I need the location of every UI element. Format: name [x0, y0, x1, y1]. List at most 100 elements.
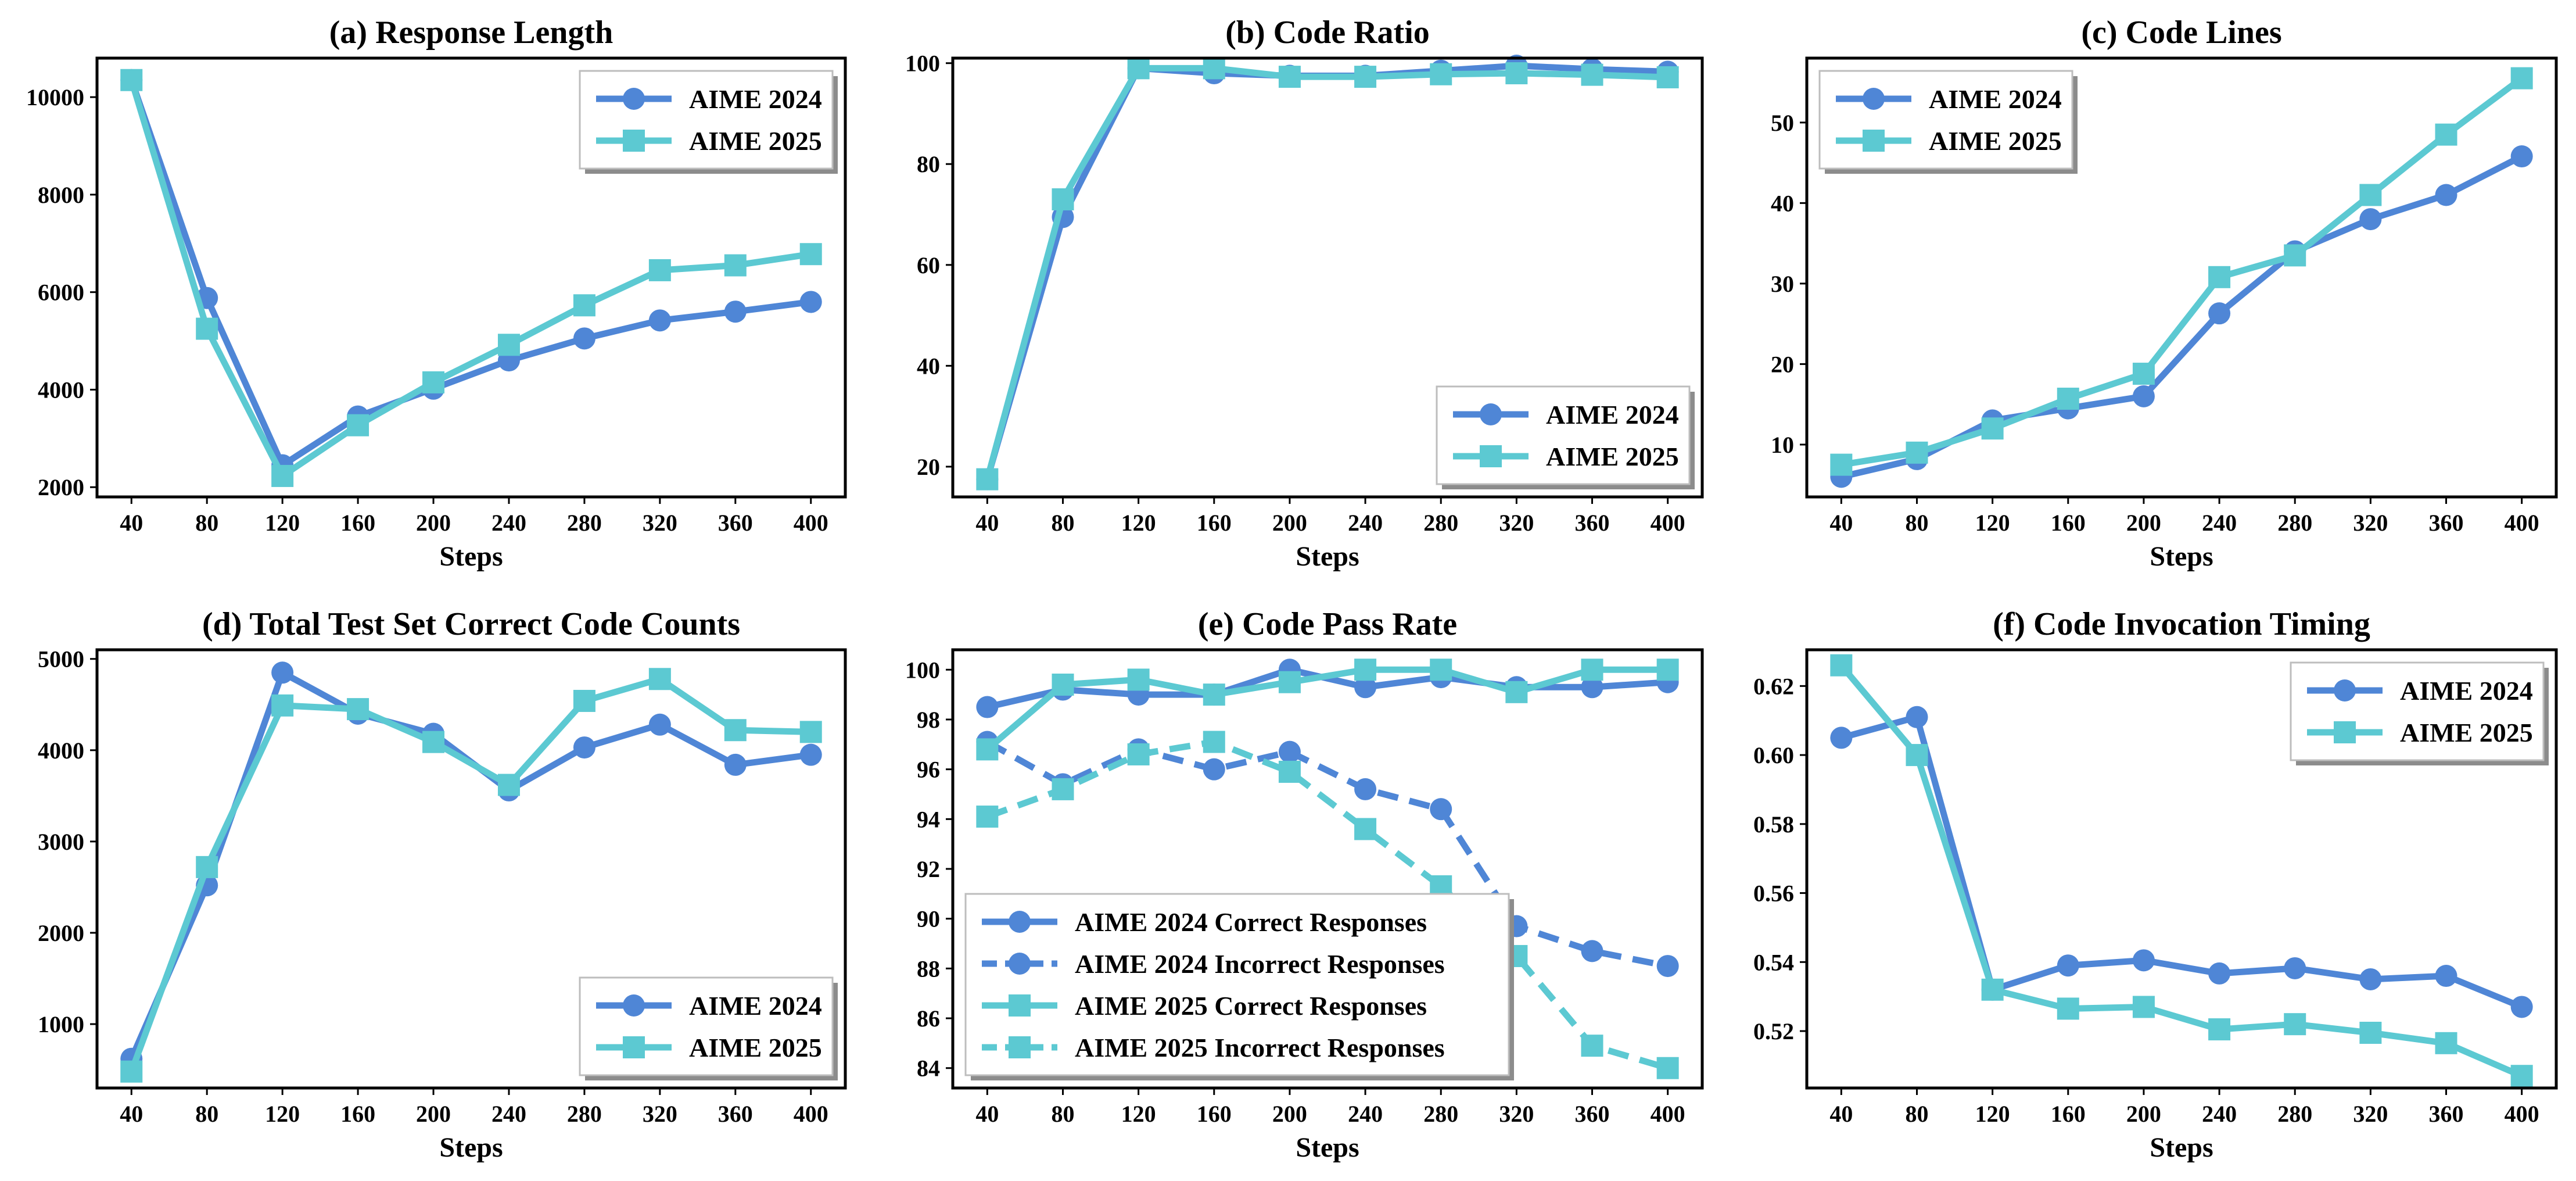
- chart-2-xtick-label: 120: [1121, 510, 1156, 536]
- chart-6-ytick-label: 0.58: [1753, 811, 1794, 838]
- chart-5-series-3-point: [1430, 659, 1452, 681]
- chart-6-xtick-label: 320: [2353, 1101, 2388, 1127]
- chart-3-ytick-label: 40: [1771, 190, 1794, 216]
- chart-1-series-1-point: [799, 291, 822, 313]
- chart-5-series-3-point: [1203, 683, 1225, 706]
- chart-2-title: (b) Code Ratio: [1225, 15, 1430, 51]
- chart-4-legend: AIME 2024 AIME 2025: [579, 976, 838, 1080]
- chart-3-xtick-label: 40: [1829, 510, 1853, 536]
- chart-4-xtick-label: 240: [491, 1101, 526, 1127]
- chart-3-series-2-point: [2435, 123, 2457, 146]
- chart-1-legend-label-2: AIME 2025: [689, 126, 822, 156]
- chart-3: (c) Code Lines 40 80 120 160 200 240 280 320 360 4…: [1771, 15, 2558, 572]
- chart-4-ytick-label: 1000: [38, 1011, 84, 1037]
- chart-6-series-2-point: [2132, 996, 2155, 1018]
- chart-5-series-3-line: [985, 666, 1668, 752]
- chart-6-xtick-label: 160: [2051, 1101, 2086, 1127]
- chart-2-series-2-point: [976, 468, 999, 491]
- chart-5-series-3-point: [1656, 659, 1679, 681]
- chart-3-series-2-line: [1840, 76, 2524, 468]
- chart-5-series-4-point: [1278, 760, 1301, 783]
- chart-4-xtick-label: 280: [567, 1101, 602, 1127]
- chart-4-series-2-point: [347, 698, 369, 721]
- chart-4-legend-label-1: AIME 2024: [689, 991, 822, 1021]
- chart-1-xtick-label: 120: [265, 510, 300, 536]
- chart-6-series-2-point: [2057, 997, 2079, 1020]
- chart-5-ytick-label: 98: [917, 707, 940, 733]
- chart-6-series-1-point: [2208, 962, 2231, 985]
- chart-5-series-4-point: [1127, 743, 1150, 765]
- chart-6-series-1-point: [2132, 949, 2155, 972]
- chart-6-xtick-label: 120: [1975, 1101, 2010, 1127]
- chart-3-series-2-point: [2132, 363, 2155, 385]
- chart-5-xtick-label: 160: [1197, 1101, 1232, 1127]
- chart-5-xtick-label: 40: [975, 1101, 999, 1127]
- chart-4-ytick-label: 5000: [38, 646, 84, 672]
- chart-6-legend: AIME 2024 AIME 2025: [2290, 661, 2549, 765]
- chart-5-xtick-label: 280: [1423, 1101, 1458, 1127]
- chart-1-xtick-label: 240: [491, 510, 526, 536]
- chart-2-xlabel: Steps: [1296, 541, 1359, 572]
- chart-6-series-2-point: [2435, 1032, 2457, 1054]
- chart-1-series-2-point: [120, 69, 143, 91]
- chart-3-series-2-point: [1981, 417, 2004, 440]
- chart-5-xtick-label: 200: [1272, 1101, 1307, 1127]
- chart-1-series-1-point: [573, 327, 595, 350]
- chart-5: (e) Code Pass Rate 40 80 120 160 200 240 280 320…: [905, 606, 1704, 1163]
- chart-3-ytick-label: 10: [1771, 432, 1794, 458]
- chart-1-legend: AIME 2024 AIME 2025: [579, 70, 838, 174]
- chart-4-series-2-point: [648, 668, 671, 690]
- chart-1-xtick-label: 280: [567, 510, 602, 536]
- chart-3-series-2-point: [1906, 441, 1928, 464]
- chart-3-xtick-label: 160: [2051, 510, 2086, 536]
- chart-5-legend-label-4: AIME 2025 Incorrect Responses: [1075, 1033, 1445, 1062]
- chart-3-ytick-label: 20: [1771, 351, 1794, 377]
- chart-2-xtick-label: 200: [1272, 510, 1307, 536]
- chart-6-series-2-point: [2284, 1013, 2306, 1036]
- chart-5-series-4: [976, 731, 1679, 1079]
- chart-2-xtick-label: 400: [1651, 510, 1685, 536]
- chart-1-series-2-point: [347, 414, 369, 436]
- chart-1-series-1-line: [128, 78, 812, 468]
- chart-3-xlabel: Steps: [2150, 541, 2213, 572]
- chart-2-ytick-label: 60: [917, 252, 940, 278]
- chart-4: (d) Total Test Set Correct Code Counts 40…: [38, 606, 847, 1163]
- chart-3-legend-label-2: AIME 2025: [1929, 126, 2062, 156]
- chart-2-ytick-label: 80: [917, 151, 940, 177]
- chart-3-series-1-point: [2510, 145, 2533, 168]
- chart-6-series-1-point: [2057, 954, 2079, 977]
- chart-6-series-2-point: [1981, 978, 2004, 1001]
- chart-3-series-1-point: [2132, 385, 2155, 407]
- chart-5-series-2-line: [985, 739, 1669, 969]
- chart-1-series-2-point: [271, 464, 294, 487]
- chart-1-series-1-point: [648, 309, 671, 332]
- chart-5-series-4-point: [1354, 818, 1377, 840]
- chart-4-title: (d) Total Test Set Correct Code Counts: [202, 606, 740, 642]
- chart-6-title: (f) Code Invocation Timing: [1993, 606, 2370, 642]
- chart-6-xtick-label: 280: [2277, 1101, 2312, 1127]
- chart-3-series-1-point: [2435, 184, 2457, 206]
- chart-5-series-4-point: [1656, 1057, 1679, 1079]
- chart-3-series-2-point: [2208, 266, 2231, 288]
- chart-6-series-1-point: [2284, 957, 2306, 979]
- chart-5-ytick-label: 96: [917, 757, 940, 783]
- chart-6-series-1-point: [2510, 996, 2533, 1018]
- chart-5-legend-marker-3: [1009, 994, 1031, 1017]
- chart-6-series-2-point: [1906, 744, 1928, 767]
- chart-5-ytick-label: 92: [917, 856, 940, 882]
- chart-3-series-2-point: [2057, 387, 2079, 410]
- chart-5-series-1-point: [976, 696, 999, 718]
- chart-3-title: (c) Code Lines: [2081, 15, 2281, 51]
- chart-3-ytick-label: 30: [1771, 271, 1794, 297]
- chart-5-series-3-point: [1581, 659, 1603, 681]
- chart-1-ytick-label: 8000: [38, 182, 84, 208]
- chart-6-legend-marker-2: [2334, 721, 2356, 743]
- chart-6-series-2-point: [2359, 1022, 2382, 1044]
- chart-6-xtick-label: 200: [2126, 1101, 2161, 1127]
- chart-5-series-3: [976, 659, 1679, 761]
- chart-1-frame: [95, 56, 847, 499]
- chart-6-xtick-label: 40: [1829, 1101, 1853, 1127]
- chart-6-xtick-label: 400: [2505, 1101, 2539, 1127]
- chart-4-xtick-label: 40: [120, 1101, 143, 1127]
- chart-2-xtick-label: 40: [975, 510, 999, 536]
